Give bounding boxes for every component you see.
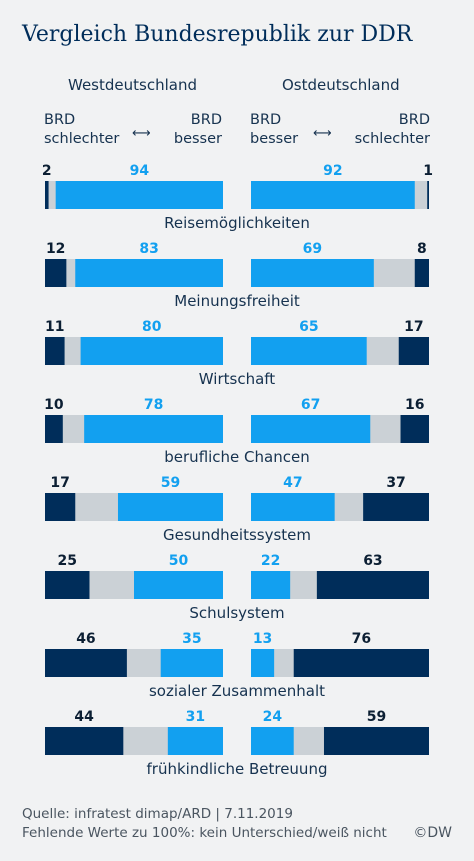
data-label: 59 xyxy=(367,709,386,725)
data-label: 83 xyxy=(139,241,158,257)
double-arrow-icon: ⟷ xyxy=(132,126,151,141)
bar-east-besser xyxy=(251,493,335,521)
data-label: 63 xyxy=(363,553,382,569)
bar-east-besser xyxy=(251,415,371,443)
bar-east-schlechter xyxy=(414,259,429,287)
data-label: 2 xyxy=(42,163,52,179)
bar-west-besser xyxy=(84,415,223,443)
data-label: 92 xyxy=(323,163,342,179)
bar-west-schlechter xyxy=(45,415,63,443)
data-label: 69 xyxy=(303,241,322,257)
bar-west-schlechter xyxy=(45,181,49,209)
bar-west-schlechter xyxy=(45,571,90,599)
data-label: 47 xyxy=(283,475,302,491)
data-label: 22 xyxy=(261,553,280,569)
data-label: 13 xyxy=(253,631,272,647)
bar-west-besser xyxy=(55,181,224,209)
data-label: 31 xyxy=(186,709,205,725)
data-label: 50 xyxy=(169,553,189,569)
bar-west-schlechter xyxy=(45,337,65,365)
bar-west-schlechter xyxy=(45,727,124,755)
data-label: 12 xyxy=(46,241,65,257)
west-axis-left-label: BRD schlechter xyxy=(44,112,120,147)
data-label: 80 xyxy=(142,319,162,335)
bar-west-schlechter xyxy=(45,493,76,521)
bar-east-besser xyxy=(251,337,367,365)
missing-values-note: Fehlende Werte zu 100%: kein Unterschied… xyxy=(22,825,387,841)
bar-west-schlechter xyxy=(45,259,67,287)
bar-west-besser xyxy=(75,259,223,287)
bar-west-besser xyxy=(117,493,223,521)
dw-logo: ©DW xyxy=(413,825,452,841)
category-label: sozialer Zusammenhalt xyxy=(149,682,325,700)
category-label: Schulsystem xyxy=(189,604,284,622)
data-label: 1 xyxy=(423,163,433,179)
bar-west-besser xyxy=(167,727,223,755)
source-note: Quelle: infratest dimap/ARD | 7.11.2019 xyxy=(22,806,293,822)
chart-title: Vergleich Bundesrepublik zur DDR xyxy=(22,22,413,47)
bar-west-besser xyxy=(134,571,223,599)
bar-east-besser xyxy=(251,727,294,755)
west-axis-right-label: BRD besser xyxy=(173,112,222,147)
data-label: 78 xyxy=(144,397,163,413)
category-label: Reisemöglichkeiten xyxy=(164,214,310,232)
data-label: 8 xyxy=(417,241,427,257)
east-axis-left-label: BRD besser xyxy=(250,112,299,147)
bar-east-besser xyxy=(251,571,291,599)
data-label: 11 xyxy=(45,319,64,335)
category-label: frühkindliche Betreuung xyxy=(147,760,328,778)
bar-east-schlechter xyxy=(398,337,429,365)
bar-west-besser xyxy=(80,337,223,365)
bar-east-schlechter xyxy=(427,181,429,209)
east-column-title: Ostdeutschland xyxy=(282,76,400,94)
data-label: 17 xyxy=(50,475,69,491)
data-label: 35 xyxy=(182,631,201,647)
bar-west-besser xyxy=(160,649,223,677)
category-label: Gesundheitssystem xyxy=(163,526,311,544)
data-label: 65 xyxy=(299,319,318,335)
east-axis-right-label: BRD schlechter xyxy=(354,112,430,147)
category-label: Meinungsfreiheit xyxy=(174,292,300,310)
category-label: Wirtschaft xyxy=(199,370,275,388)
data-label: 46 xyxy=(76,631,95,647)
data-label: 67 xyxy=(301,397,320,413)
west-column-title: Westdeutschland xyxy=(68,76,197,94)
bar-east-besser xyxy=(251,649,275,677)
bar-east-schlechter xyxy=(316,571,429,599)
bar-east-schlechter xyxy=(400,415,429,443)
data-label: 76 xyxy=(352,631,371,647)
data-label: 25 xyxy=(58,553,77,569)
bar-east-besser xyxy=(251,259,374,287)
data-label: 59 xyxy=(161,475,180,491)
category-label: berufliche Chancen xyxy=(164,448,309,466)
data-label: 37 xyxy=(386,475,405,491)
bar-east-besser xyxy=(251,181,415,209)
data-label: 44 xyxy=(74,709,94,725)
data-label: 24 xyxy=(263,709,283,725)
bar-east-schlechter xyxy=(323,727,429,755)
data-label: 10 xyxy=(44,397,64,413)
bar-west-schlechter xyxy=(45,649,127,677)
double-arrow-icon: ⟷ xyxy=(313,126,332,141)
data-label: 16 xyxy=(405,397,424,413)
data-label: 17 xyxy=(404,319,423,335)
data-label: 94 xyxy=(130,163,150,179)
bar-east-schlechter xyxy=(293,649,429,677)
bar-east-schlechter xyxy=(363,493,429,521)
